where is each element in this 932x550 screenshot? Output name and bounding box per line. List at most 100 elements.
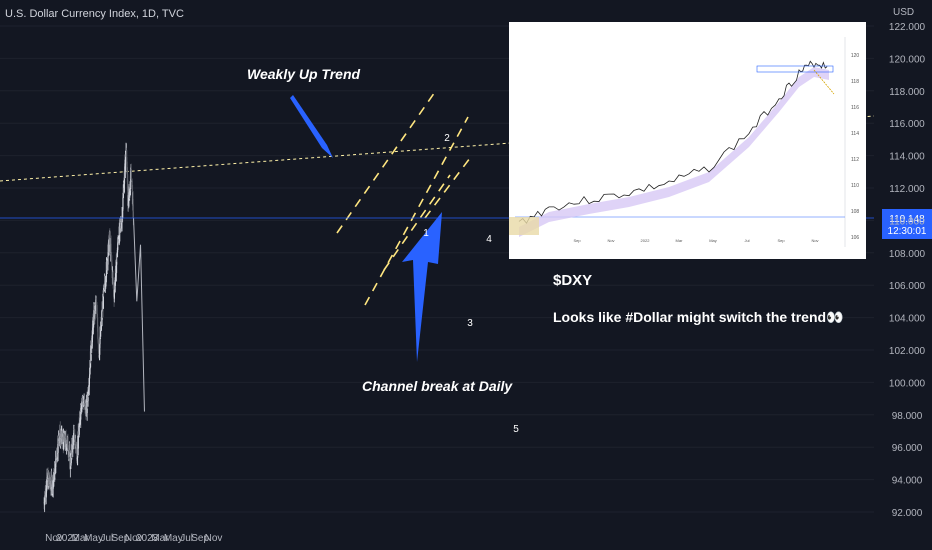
inset-x-tick: 2022 bbox=[641, 238, 651, 243]
projection-layer bbox=[133, 217, 145, 412]
candle-body bbox=[89, 374, 91, 379]
candle-body bbox=[57, 438, 59, 453]
time-tick-label: Nov bbox=[205, 533, 223, 544]
candle-body bbox=[92, 315, 95, 328]
candle-body bbox=[77, 431, 79, 449]
inset-y-tick: 108 bbox=[851, 209, 860, 215]
inset-x-tick: Nov bbox=[811, 238, 818, 243]
time-tick-label: Mar bbox=[72, 533, 90, 544]
price-tick-label: 92.000 bbox=[892, 508, 923, 519]
time-tick-label: 2023 bbox=[136, 533, 159, 544]
price-tick-label: 112.000 bbox=[889, 184, 925, 195]
price-tick-label: 96.000 bbox=[892, 443, 923, 454]
candle-body bbox=[55, 458, 57, 473]
inset-bg bbox=[509, 22, 866, 259]
candle-body bbox=[110, 243, 112, 253]
price-tick-label: 106.000 bbox=[889, 281, 926, 292]
price-tick-label: 94.000 bbox=[892, 476, 923, 487]
candle-body bbox=[131, 180, 133, 185]
last-price-label: 110.148 bbox=[889, 214, 925, 225]
wave-labels: 1 2 3 4 5 bbox=[423, 133, 519, 435]
inset-projection bbox=[813, 69, 835, 95]
candle-body bbox=[78, 425, 80, 435]
inset-ribbon bbox=[519, 67, 829, 237]
time-tick-label: Sep bbox=[191, 533, 209, 544]
candle-body bbox=[113, 289, 115, 299]
candle-body bbox=[96, 317, 99, 329]
countdown-label: 12:30:01 bbox=[888, 226, 927, 237]
candle-body bbox=[103, 285, 105, 291]
inset-y-tick: 118 bbox=[851, 79, 859, 85]
candle-body bbox=[112, 277, 114, 286]
inset-x-tick: May bbox=[709, 238, 717, 243]
candle-body bbox=[78, 416, 81, 426]
weakly-up-trend-note: Weakly Up Trend bbox=[247, 66, 361, 82]
candle-body bbox=[97, 328, 99, 339]
price-tick-label: 110.000 bbox=[889, 216, 925, 227]
candle-body bbox=[65, 437, 67, 445]
price-tick-label: 104.000 bbox=[889, 314, 926, 325]
candle-body bbox=[97, 342, 100, 350]
candle-body bbox=[132, 211, 134, 219]
ticker-note: $DXY bbox=[553, 272, 593, 289]
time-tick-label: Jul bbox=[180, 533, 193, 544]
candle-layer bbox=[43, 142, 134, 513]
channel-layer bbox=[336, 88, 471, 306]
candle-body bbox=[46, 479, 48, 490]
candle-body bbox=[115, 265, 117, 278]
wave-label: 3 bbox=[467, 318, 473, 329]
candle-body bbox=[48, 474, 50, 480]
time-tick-label: Mar bbox=[151, 533, 169, 544]
wave-label: 5 bbox=[513, 424, 519, 435]
candle-body bbox=[122, 209, 124, 219]
candle-body bbox=[53, 478, 55, 480]
symbol-title: U.S. Dollar Currency Index, 1D, TVC bbox=[5, 8, 184, 20]
candle-body bbox=[74, 439, 77, 445]
candle-body bbox=[123, 170, 126, 184]
candle-body bbox=[45, 489, 48, 493]
channel-line bbox=[383, 174, 451, 271]
price-tick-label: 118.000 bbox=[889, 87, 925, 98]
candle-body bbox=[58, 436, 60, 440]
candle-body bbox=[105, 261, 108, 278]
channel-line bbox=[336, 88, 438, 234]
candle-body bbox=[122, 197, 124, 210]
price-tick-label: 120.000 bbox=[889, 54, 926, 65]
candle-body bbox=[102, 290, 104, 309]
inset-chart: 120 118 116 114 112 110 108 106 Sep Nov 2022 Mar May… bbox=[509, 22, 866, 259]
candle-body bbox=[124, 154, 127, 172]
price-tick-label: 122.000 bbox=[889, 22, 926, 33]
candle-body bbox=[73, 433, 75, 446]
currency-label: USD bbox=[893, 7, 915, 18]
candle-body bbox=[108, 240, 110, 252]
price-axis[interactable]: 92.000 94.000 96.000 98.000 100.000 102.000 10… bbox=[889, 22, 926, 519]
inset-chart-screenshot: U.S. Dollar Currency Index, 1D, TVC 1201… bbox=[509, 22, 866, 259]
price-tick-label: 108.000 bbox=[889, 249, 926, 260]
price-tick-label: 114.000 bbox=[889, 152, 925, 163]
inset-y-tick: 106 bbox=[851, 235, 860, 241]
trend-arrow bbox=[290, 95, 333, 158]
time-axis[interactable]: Nov2022MarMayJulSepNov2023MarMayJulSepNo… bbox=[45, 533, 222, 544]
inset-y-tick: 114 bbox=[851, 131, 859, 137]
inset-y-tick: 110 bbox=[851, 183, 859, 189]
candle-body bbox=[80, 406, 82, 412]
inset-x-tick: Mar bbox=[676, 238, 684, 243]
candle-body bbox=[63, 434, 65, 450]
time-tick-label: May bbox=[164, 533, 183, 544]
candle-body bbox=[130, 170, 132, 189]
candle-body bbox=[64, 436, 67, 448]
inset-y-tick: 112 bbox=[851, 157, 859, 163]
candle-body bbox=[107, 255, 109, 265]
channel-line bbox=[364, 116, 469, 306]
projection-path bbox=[133, 217, 145, 412]
wave-label: 4 bbox=[486, 234, 492, 245]
inset-x-tick: Sep bbox=[777, 238, 785, 243]
candle-body bbox=[98, 349, 100, 352]
inset-y-tick: 120 bbox=[851, 53, 860, 59]
wave-label: 2 bbox=[444, 133, 450, 144]
inset-x-tick: Sep bbox=[573, 238, 581, 243]
inset-start-zone bbox=[509, 217, 539, 235]
price-tick-label: 116.000 bbox=[889, 119, 925, 130]
candle-body bbox=[76, 446, 78, 460]
